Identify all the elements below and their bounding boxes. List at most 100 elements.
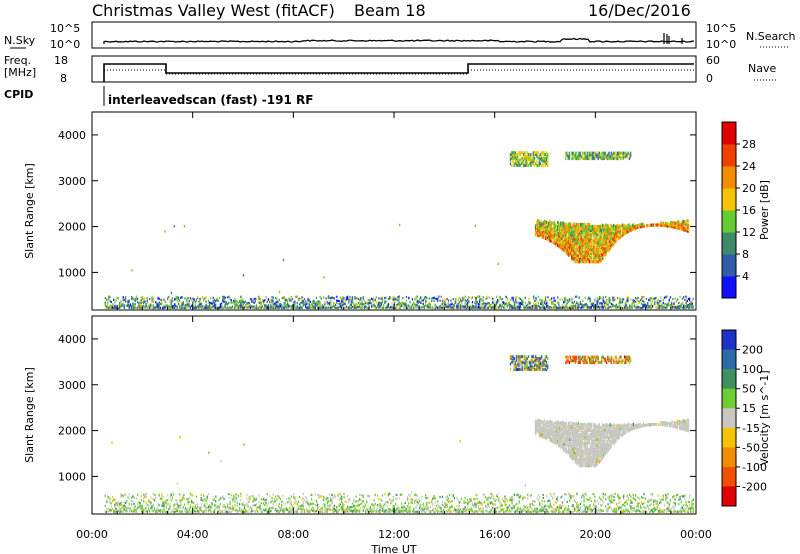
data-cell: [515, 154, 518, 158]
data-cell: [379, 297, 381, 301]
data-cell: [361, 501, 363, 504]
data-cell: [683, 228, 685, 232]
data-cell: [581, 247, 583, 251]
data-cell: [416, 504, 418, 507]
data-cell: [423, 306, 426, 310]
data-cell: [563, 301, 565, 304]
data-cell: [647, 223, 649, 228]
data-cell: [131, 499, 133, 503]
data-cell: [330, 497, 332, 500]
data-cell: [288, 304, 290, 307]
data-cell: [241, 508, 243, 511]
data-cell: [586, 233, 588, 237]
data-cell: [271, 296, 273, 299]
data-cell: [353, 504, 355, 507]
data-cell: [595, 231, 597, 235]
data-cell: [597, 249, 599, 253]
data-cell: [182, 301, 184, 304]
data-cell: [506, 305, 508, 308]
data-cell: [329, 306, 331, 309]
data-cell: [211, 503, 213, 506]
data-cell: [123, 299, 126, 302]
data-cell: [613, 232, 615, 236]
data-cell: [600, 235, 603, 239]
data-cell: [157, 510, 159, 513]
data-cell: [599, 257, 602, 261]
data-cell: [541, 305, 543, 309]
data-cell: [219, 497, 222, 500]
data-cell: [228, 306, 230, 309]
data-cell: [627, 230, 629, 234]
data-cell: [577, 260, 580, 264]
data-cell: [654, 302, 656, 305]
data-cell: [362, 297, 364, 300]
data-cell: [401, 506, 403, 509]
data-cell: [416, 304, 418, 307]
data-cell: [131, 297, 133, 301]
colorbar-cell: [722, 188, 736, 211]
data-cell: [603, 238, 605, 242]
data-cell: [156, 506, 158, 509]
data-cell: [206, 304, 208, 308]
data-cell: [321, 506, 324, 509]
data-cell: [593, 253, 595, 258]
data-cell: [529, 156, 531, 160]
data-cell: [607, 237, 609, 241]
data-cell: [284, 304, 286, 307]
data-cell: [434, 305, 436, 309]
data-cell: [547, 225, 549, 229]
freq-trace: [103, 63, 694, 82]
data-cell: [439, 510, 441, 514]
data-cell: [227, 503, 229, 506]
data-cell: [574, 233, 576, 237]
data-cell: [572, 157, 574, 161]
data-cell: [521, 162, 524, 166]
data-cell: [229, 500, 231, 503]
data-cell: [544, 222, 547, 226]
colorbar-cell: [722, 122, 736, 145]
data-cell: [616, 230, 618, 234]
data-cell: [585, 231, 587, 235]
data-cell: [582, 245, 584, 249]
data-cell: [562, 239, 564, 244]
data-cell: [561, 304, 564, 307]
data-cell: [586, 155, 589, 159]
data-cell: [391, 302, 393, 305]
data-cell: [633, 300, 636, 303]
data-cell: [608, 235, 610, 239]
data-cell: [275, 500, 277, 503]
data-cell: [332, 506, 334, 509]
data-cell: [672, 221, 674, 225]
data-cell: [565, 224, 568, 228]
data-cell: [216, 299, 218, 302]
data-cell: [425, 300, 427, 303]
data-cell: [305, 496, 307, 499]
data-cell: [580, 245, 582, 249]
data-cell: [333, 495, 336, 498]
data-cell: [582, 231, 584, 235]
data-cell: [341, 498, 343, 501]
data-cell: [560, 233, 562, 237]
data-cell: [169, 299, 171, 302]
data-cell: [170, 303, 172, 306]
data-cell: [407, 498, 409, 501]
data-cell: [110, 304, 112, 308]
data-cell: [182, 497, 184, 500]
data-cell: [177, 504, 180, 507]
data-cell: [194, 306, 196, 309]
data-cell: [227, 510, 229, 514]
data-cell: [119, 302, 121, 305]
data-cell: [473, 306, 475, 309]
data-cell: [234, 303, 236, 306]
data-cell: [479, 306, 481, 309]
data-cell: [212, 304, 214, 308]
data-cell: [168, 306, 170, 309]
data-cell: [272, 503, 274, 506]
data-cell: [168, 295, 170, 299]
data-cell: [573, 245, 575, 249]
data-cell: [294, 496, 296, 499]
data-cell: [126, 507, 128, 510]
data-cell: [243, 504, 246, 508]
data-cell: [596, 249, 598, 253]
data-cell: [541, 303, 543, 306]
